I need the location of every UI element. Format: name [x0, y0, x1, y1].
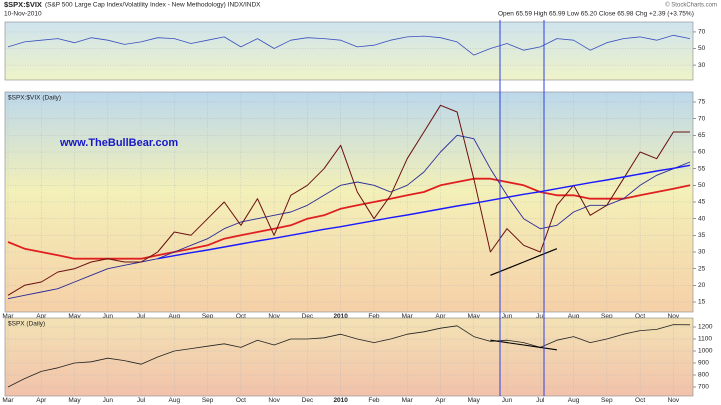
x-tick-label: Apr: [435, 313, 446, 320]
panel-title: $SPX (Daily): [8, 321, 45, 328]
description: (S&P 500 Large Cap Index/Volatility Inde…: [45, 2, 261, 9]
series-line: [7, 177, 691, 260]
y-tick-label: 30: [698, 249, 706, 256]
x-tick-label: May: [68, 397, 81, 404]
y-tick-label: 60: [698, 149, 706, 156]
series-line: [7, 324, 691, 388]
y-tick-label: 900: [698, 360, 709, 367]
series-line: [7, 104, 690, 296]
x-tick-label: Sep: [202, 313, 214, 320]
x-tick-label: 2010: [333, 313, 348, 320]
x-tick-label: 2010: [333, 397, 348, 404]
x-tick-label: Jul: [536, 313, 545, 320]
x-tick-label: Apr: [435, 397, 446, 404]
y-tick-label: 20: [698, 282, 706, 289]
y-tick-label: 55: [698, 165, 706, 172]
y-tick-label: 800: [698, 372, 709, 379]
panel-background: [4, 21, 694, 81]
x-tick-label: Sep: [601, 397, 613, 404]
y-tick-label: 1000: [698, 348, 713, 355]
y-tick-label: 45: [698, 199, 706, 206]
series-line: [490, 248, 558, 276]
x-tick-label: May: [468, 313, 481, 320]
annotation: www.TheBullBear.com: [59, 137, 178, 149]
y-tick-label: 75: [698, 99, 706, 106]
x-tick-label: Mar: [2, 397, 14, 404]
credit: © StockCharts.com: [665, 2, 717, 9]
y-tick-label: 35: [698, 232, 706, 239]
x-tick-label: Dec: [302, 313, 314, 320]
x-tick-label: Jul: [137, 313, 146, 320]
x-tick-label: May: [468, 397, 481, 404]
series-line: [490, 339, 557, 351]
x-tick-label: Dec: [302, 397, 314, 404]
symbol: $SPX:$VIX: [4, 0, 42, 9]
x-tick-label: Jun: [103, 313, 114, 320]
panels: 70 50 30 15 20 25 30 35 40 45 50 55 60 65 70 75 Mar Apr Ma…: [2, 21, 713, 404]
x-tick-label: Nov: [268, 313, 280, 320]
y-tick-label: 65: [698, 132, 706, 139]
x-tick-label: Oct: [236, 313, 246, 320]
x-tick-label: Apr: [36, 397, 47, 404]
y-tick-label: 1100: [698, 336, 712, 343]
x-tick-label: Nov: [268, 397, 280, 404]
x-tick-label: Aug: [169, 397, 181, 404]
x-tick-label: Sep: [601, 313, 613, 320]
y-tick-label: 50: [698, 182, 706, 189]
x-tick-label: Jul: [536, 397, 545, 404]
x-tick-label: Mar: [402, 313, 414, 320]
x-tick-label: Mar: [2, 313, 14, 320]
x-tick-label: Feb: [368, 397, 380, 404]
series-line: [157, 164, 691, 260]
x-tick-label: Jun: [502, 397, 513, 404]
y-tick-label: 40: [698, 215, 706, 222]
x-tick-label: Jul: [137, 397, 146, 404]
y-tick-label: 30: [698, 62, 706, 69]
x-tick-label: Jun: [103, 397, 114, 404]
y-tick-label: 1200: [698, 324, 713, 331]
y-tick-label: 700: [698, 384, 709, 391]
y-tick-label: 70: [698, 115, 706, 122]
x-tick-label: Nov: [668, 397, 680, 404]
series-line: [7, 34, 691, 56]
x-tick-label: Mar: [402, 397, 414, 404]
x-tick-label: Oct: [236, 397, 246, 404]
x-tick-label: Aug: [568, 397, 580, 404]
x-tick-label: Nov: [668, 313, 680, 320]
y-tick-label: 50: [698, 45, 706, 52]
x-tick-label: Sep: [202, 397, 214, 404]
panel-title: $SPX:$VIX (Daily): [8, 95, 61, 102]
x-tick-label: Feb: [368, 313, 380, 320]
x-tick-label: Jun: [502, 313, 513, 320]
date: 10-Nov-2010: [4, 11, 42, 18]
x-tick-label: May: [68, 313, 81, 320]
y-tick-label: 25: [698, 265, 706, 272]
quote: Open 65.59 High 65.99 Low 65.20 Close 65…: [498, 11, 694, 18]
series-line: [7, 134, 691, 300]
panel-background: [4, 317, 694, 397]
y-tick-label: 70: [698, 29, 706, 36]
x-tick-label: Aug: [169, 313, 181, 320]
x-tick-label: Oct: [635, 313, 645, 320]
x-tick-label: Apr: [36, 313, 47, 320]
y-tick-label: 15: [698, 299, 706, 306]
x-tick-label: Oct: [635, 397, 645, 404]
x-tick-label: Aug: [568, 313, 580, 320]
